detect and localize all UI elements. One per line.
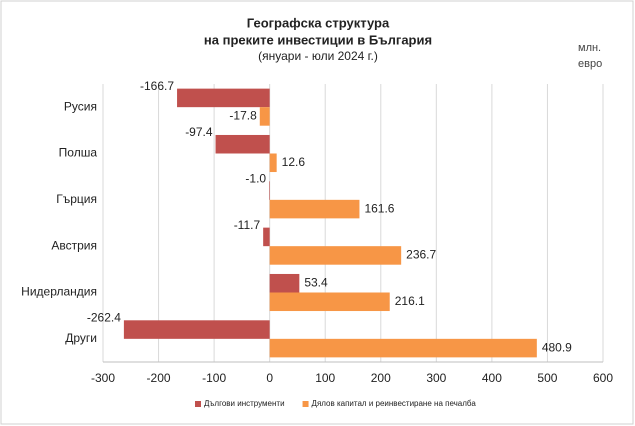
y-tick-label: Други: [65, 331, 97, 345]
x-tick-label: -300: [91, 371, 115, 385]
chart-period: (януари - юли 2024 г.): [258, 49, 378, 63]
chart-title: Географска структура: [247, 15, 390, 30]
bar: [269, 246, 402, 265]
legend-label: Дялов капитал и реинвестиране на печалба: [312, 399, 477, 408]
value-label: -11.7: [234, 218, 261, 232]
value-label: -262.4: [87, 310, 121, 324]
x-tick-label: 500: [537, 371, 557, 385]
bar: [177, 88, 270, 108]
bar: [263, 227, 270, 247]
x-tick-label: 300: [426, 371, 446, 385]
x-tick-label: 0: [266, 371, 273, 385]
bar: [215, 134, 270, 154]
value-label: -166.7: [140, 79, 174, 93]
value-label: -1.0: [245, 171, 266, 185]
chart-subtitle: на преките инвестиции в България: [204, 32, 432, 47]
bar: [269, 199, 360, 219]
x-tick-label: 600: [593, 371, 613, 385]
value-label: 53.4: [304, 275, 328, 289]
legend-swatch: [302, 401, 309, 407]
y-tick-label: Австрия: [51, 238, 97, 252]
unit-label: млн. евро: [578, 42, 603, 70]
bar: [269, 181, 270, 200]
bar: [269, 273, 300, 293]
y-tick-label: Нидерландия: [21, 285, 97, 299]
bar: [259, 107, 270, 126]
legend-swatch: [195, 401, 201, 407]
bar: [269, 338, 537, 358]
y-tick-label: Русия: [64, 99, 97, 113]
x-tick-label: 400: [482, 371, 502, 385]
legend-label: Дългови инструменти: [204, 399, 285, 408]
bar: [269, 292, 390, 312]
value-label: 161.6: [364, 201, 394, 215]
y-tick-label: Полша: [59, 146, 98, 160]
value-label: -97.4: [185, 125, 213, 139]
value-label: 216.1: [395, 294, 425, 308]
y-tick-label: Гърция: [56, 192, 97, 206]
bar: [269, 153, 277, 173]
x-tick-label: 100: [315, 371, 335, 385]
value-label: -17.8: [229, 109, 257, 123]
x-tick-label: 200: [371, 371, 391, 385]
bar: [123, 320, 270, 339]
x-tick-label: -100: [202, 371, 226, 385]
x-tick-label: -200: [147, 371, 171, 385]
value-label: 236.7: [406, 248, 436, 262]
value-label: 12.6: [282, 155, 306, 169]
value-label: 480.9: [542, 340, 572, 354]
